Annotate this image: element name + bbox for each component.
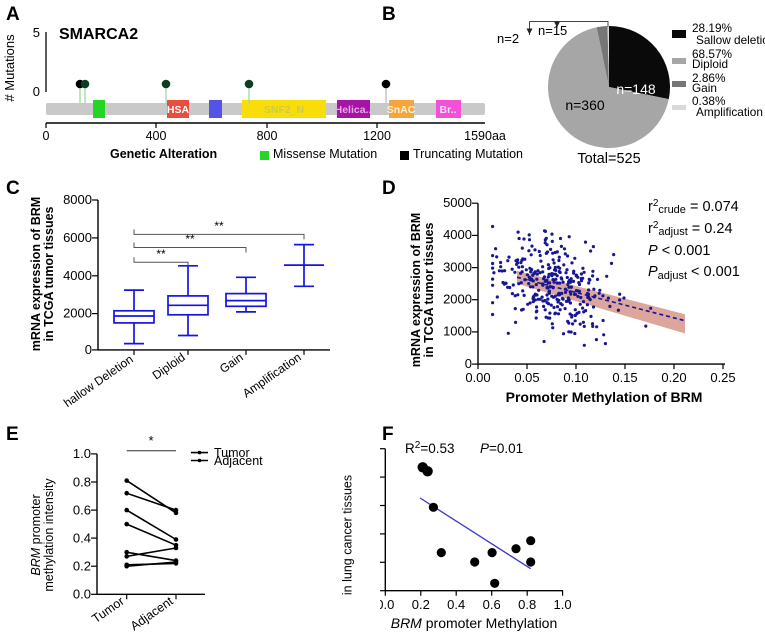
- svg-text:Promoter Methylation of BRM: Promoter Methylation of BRM: [506, 389, 703, 405]
- svg-text:P=0.01: P=0.01: [480, 441, 523, 456]
- svg-text:0.00: 0.00: [465, 370, 490, 385]
- svg-text:0.0: 0.0: [380, 597, 394, 612]
- svg-text:0.2: 0.2: [412, 597, 430, 612]
- svg-text:0.05: 0.05: [514, 370, 539, 385]
- svg-text:0: 0: [465, 356, 472, 371]
- svg-text:n=2: n=2: [497, 31, 519, 46]
- svg-text:P < 0.001: P < 0.001: [648, 243, 710, 259]
- svg-text:Sallow deletion: Sallow deletion: [696, 33, 765, 47]
- svg-text:Amplification: Amplification: [240, 350, 304, 400]
- svg-text:0.6: 0.6: [483, 597, 501, 612]
- svg-text:0.8: 0.8: [518, 597, 536, 612]
- svg-text:mRNA expression of BRM: mRNA expression of BRM: [29, 197, 43, 351]
- svg-text:0.4: 0.4: [447, 597, 465, 612]
- svg-text:2000: 2000: [63, 306, 92, 321]
- svg-text:n=148: n=148: [616, 81, 656, 97]
- svg-text:Total=525: Total=525: [577, 151, 640, 167]
- svg-text:Padjust < 0.001: Padjust < 0.001: [648, 264, 740, 282]
- svg-text:in TCGA tumor tissues: in TCGA tumor tissues: [42, 206, 56, 341]
- svg-text:**: **: [214, 219, 224, 233]
- svg-text:R2=0.53: R2=0.53: [405, 440, 454, 456]
- svg-text:Gain: Gain: [217, 350, 246, 376]
- svg-text:3000: 3000: [443, 259, 472, 274]
- svg-text:hallow Deletion: hallow Deletion: [61, 352, 136, 410]
- svg-text:0.25: 0.25: [710, 370, 735, 385]
- svg-text:in TCGA tumor tissues: in TCGA tumor tissues: [422, 222, 436, 357]
- svg-text:r2crude = 0.074: r2crude = 0.074: [648, 198, 739, 216]
- svg-text:in lung cancer tissues: in lung cancer tissues: [341, 475, 355, 595]
- svg-text:1000: 1000: [443, 324, 472, 339]
- svg-text:Diploid: Diploid: [150, 350, 188, 383]
- svg-text:2000: 2000: [443, 292, 472, 307]
- svg-text:n=360: n=360: [565, 97, 605, 113]
- svg-text:n=15: n=15: [538, 23, 567, 38]
- svg-text:0.15: 0.15: [612, 370, 637, 385]
- svg-text:**: **: [156, 247, 166, 261]
- svg-text:Diploid: Diploid: [692, 57, 728, 71]
- svg-text:Gain: Gain: [692, 81, 717, 95]
- svg-text:5000: 5000: [443, 195, 472, 210]
- svg-text:**: **: [185, 232, 195, 246]
- svg-text:Amplification: Amplification: [696, 105, 763, 119]
- svg-text:8000: 8000: [63, 192, 92, 207]
- svg-text:mRNA expression of BRM: mRNA expression of BRM: [409, 213, 423, 367]
- svg-text:r2adjust = 0.24: r2adjust = 0.24: [648, 220, 733, 238]
- svg-text:4000: 4000: [443, 227, 472, 242]
- svg-text:BRM promoter Methylation: BRM promoter Methylation: [391, 615, 558, 631]
- svg-text:0.20: 0.20: [661, 370, 686, 385]
- svg-text:4000: 4000: [63, 268, 92, 283]
- svg-text:0: 0: [85, 342, 92, 357]
- svg-text:6000: 6000: [63, 230, 92, 245]
- svg-text:0.10: 0.10: [563, 370, 588, 385]
- svg-text:1.0: 1.0: [554, 597, 572, 612]
